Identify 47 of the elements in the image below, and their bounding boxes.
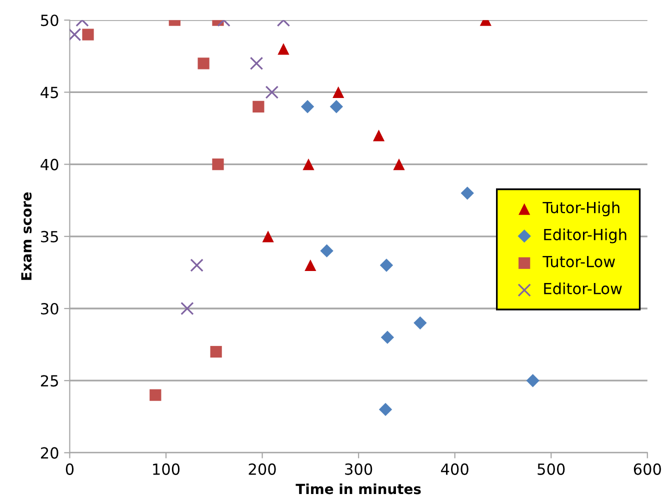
- point: [250, 56, 264, 70]
- point: [330, 100, 344, 114]
- point: [302, 158, 314, 170]
- x-tick-label: 200: [248, 463, 276, 475]
- y-tick-label: 30: [41, 302, 58, 315]
- point: [300, 100, 314, 114]
- x-tick-label: 300: [345, 463, 372, 475]
- legend-label: Editor-Low: [544, 282, 622, 294]
- y-tick-label: 20: [40, 447, 58, 459]
- point: [70, 28, 82, 42]
- legend-label: Tutor-Low: [542, 256, 615, 268]
- x-tick-label: 400: [441, 463, 468, 475]
- point: [180, 302, 194, 316]
- point: [190, 258, 204, 272]
- y-axis-title: Exam score: [21, 192, 32, 280]
- point: [393, 158, 405, 170]
- point: [252, 100, 264, 112]
- y-tick-label: 35: [41, 230, 58, 242]
- point: [380, 258, 394, 272]
- point: [414, 316, 427, 330]
- y-tick-label: 25: [40, 375, 58, 387]
- point: [380, 330, 394, 344]
- point: [332, 86, 344, 98]
- point: [278, 43, 290, 55]
- point: [378, 402, 392, 416]
- point: [320, 244, 334, 258]
- point: [262, 230, 274, 242]
- x-tick-label: 500: [538, 463, 565, 475]
- point: [82, 28, 94, 40]
- point: [150, 389, 162, 401]
- y-tick-label: 50: [41, 14, 58, 26]
- x-axis-title: Time in minutes: [296, 483, 421, 494]
- legend-label: Tutor-High: [542, 201, 620, 216]
- y-tick-label: 40: [40, 158, 58, 170]
- y-tick-label: 45: [40, 86, 58, 98]
- legend-label: Editor-High: [544, 228, 626, 244]
- point: [526, 374, 540, 388]
- point: [460, 186, 474, 200]
- point: [304, 259, 316, 272]
- point: [372, 130, 385, 142]
- x-tick-label: 100: [153, 463, 180, 475]
- x-tick-label: 600: [634, 463, 661, 475]
- point: [198, 58, 210, 70]
- point: [210, 346, 222, 358]
- x-tick-label: 0: [66, 463, 74, 475]
- point: [212, 158, 224, 170]
- point: [265, 86, 279, 99]
